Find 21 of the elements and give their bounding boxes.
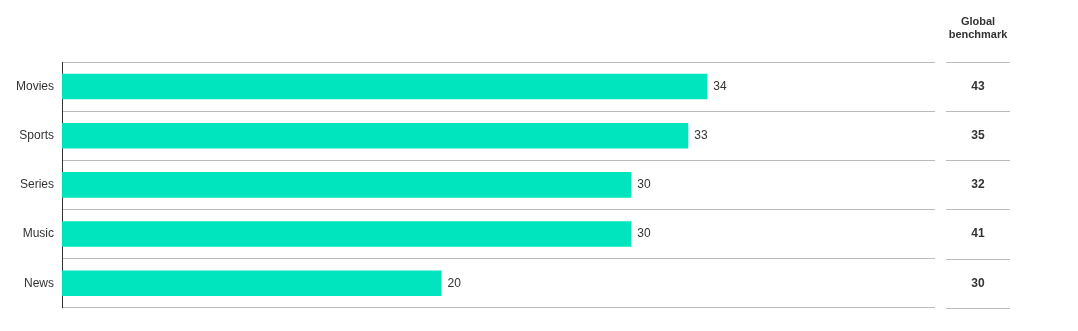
bar [62, 270, 442, 296]
data-label: 33 [694, 128, 708, 143]
y-tick-label: Sports [19, 128, 55, 143]
bar [62, 73, 708, 100]
data-label: 20 [447, 275, 462, 290]
data-label: 30 [637, 177, 652, 192]
bar [62, 172, 632, 198]
text: Global benchmark [948, 15, 1009, 41]
y-tick-label: Music [22, 226, 55, 241]
data-label: 30 [637, 226, 652, 241]
y-tick-label: Series [19, 177, 55, 192]
text: 35 [971, 128, 985, 143]
bar [62, 221, 632, 247]
text: 43 [971, 78, 985, 93]
data-label: 34 [713, 78, 727, 93]
text: 30 [971, 275, 985, 290]
text: 32 [971, 177, 985, 192]
y-tick-label: Movies [15, 78, 55, 93]
text: 41 [971, 226, 985, 241]
y-tick-label: News [23, 275, 55, 290]
bar [62, 122, 689, 149]
